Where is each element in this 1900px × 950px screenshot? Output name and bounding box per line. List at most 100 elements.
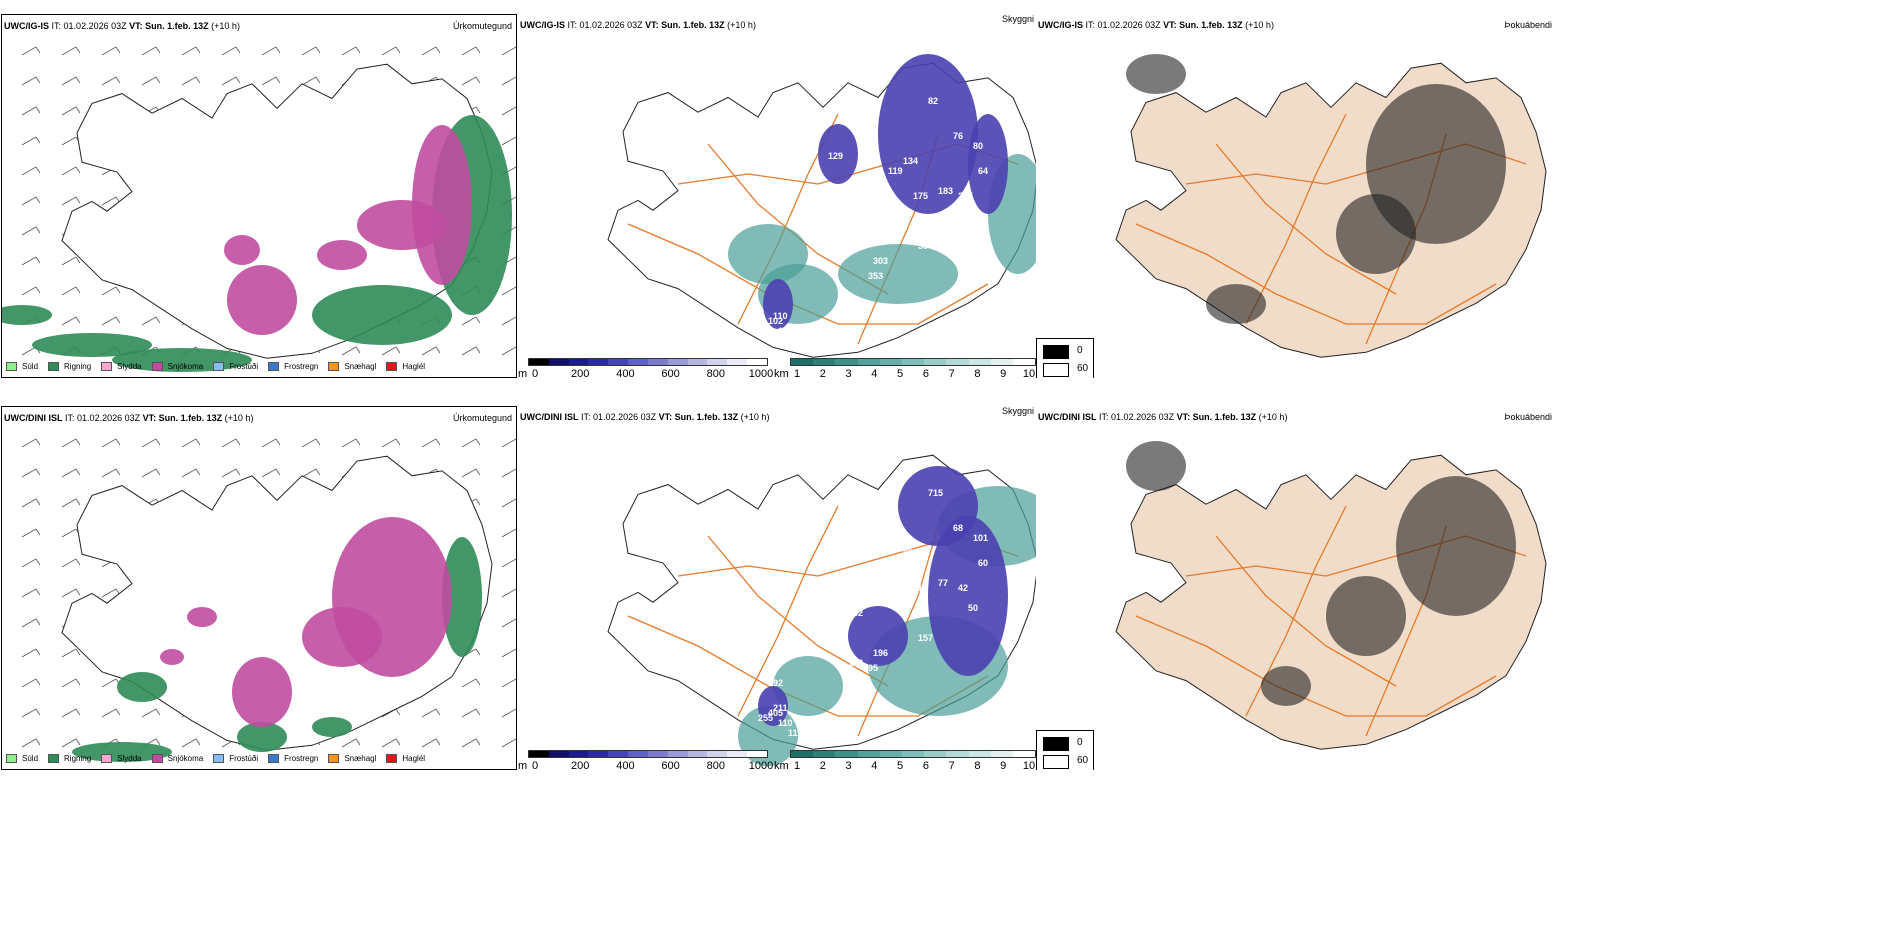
wind-barb-3	[141, 438, 161, 448]
wind-barb-104	[21, 678, 41, 688]
scale-tick: 1	[793, 760, 801, 770]
fog-field	[1126, 54, 1506, 324]
ceiling-value-label: 388	[968, 211, 983, 221]
wind-barb-13	[21, 76, 41, 86]
scale-unit: m	[518, 368, 528, 378]
precip-type-panel-bottom: UWC/DINI ISL IT: 01.02.2026 03Z VT: Sun.…	[1, 406, 517, 770]
scale-tick: 8	[974, 760, 981, 770]
scale-tick: 9	[1000, 368, 1007, 378]
legend-label: Súld	[22, 754, 39, 763]
legend-swatch	[328, 754, 340, 763]
legend-item: Frostregn	[268, 754, 318, 763]
wind-barb-10	[421, 46, 441, 56]
rain-area-3	[2, 305, 52, 325]
legend-label: Rigning	[64, 754, 92, 763]
scale-tick: 6	[922, 368, 929, 378]
ceiling-panel-top: UWC/IG-IS IT: 01.02.2026 03Z VT: Sun. 1.…	[518, 14, 1036, 378]
fog-legend-label: 0	[1077, 345, 1083, 356]
ceiling-value-label: 80	[973, 141, 983, 151]
wind-barb-12	[501, 46, 516, 56]
legend-swatch	[151, 362, 163, 371]
wind-barb-11	[461, 438, 481, 448]
wind-barb-66	[61, 196, 81, 206]
ceiling-value-label: 405	[768, 708, 783, 718]
wind-barb-141	[461, 346, 481, 356]
wind-barb-15	[101, 76, 121, 86]
snow-area-1	[302, 607, 382, 667]
panel-title: UWC/IG-IS IT: 01.02.2026 03Z VT: Sun. 1.…	[520, 20, 756, 30]
ceiling-value-label: 211	[773, 703, 788, 713]
scale-cell	[835, 751, 858, 757]
rain-area-1	[117, 672, 167, 702]
ceiling-field	[758, 466, 1008, 726]
ceiling-value-label: 193	[818, 628, 833, 638]
road-0	[1135, 615, 1497, 717]
wind-barb-8	[341, 46, 361, 56]
legend-item: Slydda	[101, 362, 142, 371]
fog-legend: 0 60	[1036, 730, 1094, 770]
wind-barb-103	[501, 648, 516, 658]
scale-cell	[548, 359, 569, 365]
scale-tick: 1	[793, 368, 801, 378]
scale-cell	[568, 751, 589, 757]
wind-barb-138	[341, 346, 361, 356]
wind-barb-6	[261, 438, 281, 448]
wind-barb-1	[61, 46, 81, 56]
wind-barb-142	[501, 738, 516, 748]
legend-label: Haglél	[402, 362, 426, 371]
wind-barb-91	[21, 648, 41, 658]
wind-barb-138	[341, 738, 361, 748]
legend-label: Frostregn	[284, 754, 319, 763]
ceiling-scale: m 0 200 400 600 800 1000	[518, 750, 773, 770]
vis-area-2	[773, 656, 843, 716]
scale-tick: 0	[531, 760, 539, 770]
wind-barb-18	[221, 468, 241, 478]
wind-barb-65	[21, 588, 41, 598]
scale-cell	[879, 359, 902, 365]
legend-label: Snjókoma	[167, 754, 204, 763]
ceiling-value-label: 304	[918, 241, 933, 251]
scale-tick: 7	[948, 760, 955, 770]
wind-barb-14	[61, 468, 81, 478]
legend-swatch	[101, 754, 113, 763]
ceiling-value-label: 129	[828, 151, 843, 161]
panel-parameter: Þokuábendi	[1504, 20, 1552, 30]
ceiling-value-label: 68	[953, 523, 963, 533]
fog-map-top	[1115, 54, 1547, 358]
legend-item: Haglél	[386, 362, 425, 371]
legend-item: Frostúði	[213, 362, 258, 371]
wind-barb-51	[501, 136, 516, 146]
ceiling-value-label: 303	[873, 256, 888, 266]
rain-area-2	[32, 333, 152, 357]
legend-item: Frostregn	[268, 362, 318, 371]
scale-cell	[924, 751, 947, 757]
scale-tick: 9	[1000, 760, 1007, 770]
rain-area-3	[72, 742, 172, 762]
scale-ticks: 1 2 3 4 5 6 7 8 9 10	[790, 368, 1036, 378]
ceiling-value-label: 42	[958, 583, 968, 593]
ceiling-value-label: 132	[848, 608, 863, 618]
ceiling-value-label: 288	[858, 593, 873, 603]
ceiling-value-label: 64	[978, 166, 988, 176]
precip-type-panel-top: UWC/IG-IS IT: 01.02.2026 03Z VT: Sun. 1.…	[1, 14, 517, 378]
snow-area-2	[317, 240, 367, 270]
wind-barb-120	[141, 316, 161, 326]
scale-cell	[647, 751, 668, 757]
wind-barb-2	[101, 438, 121, 448]
wind-barb-92	[61, 648, 81, 658]
scale-cell	[707, 751, 728, 757]
fog-panel-top: UWC/IG-IS IT: 01.02.2026 03Z VT: Sun. 1.…	[1036, 14, 1552, 378]
visibility-scale: km 1 2 3 4 5 6 7 8 9 10	[774, 358, 1036, 378]
legend-label: Slydda	[117, 362, 142, 371]
wind-barb-52	[21, 166, 41, 176]
fog-area-2	[1126, 441, 1186, 491]
scale-tick: 3	[845, 368, 852, 378]
scale-tick: 800	[706, 760, 725, 770]
wind-barb-139	[381, 346, 401, 356]
scale-unit: km	[774, 368, 789, 378]
wind-barb-12	[501, 438, 516, 448]
scale-tick: 1000	[748, 760, 774, 770]
wind-barb-134	[181, 738, 201, 748]
